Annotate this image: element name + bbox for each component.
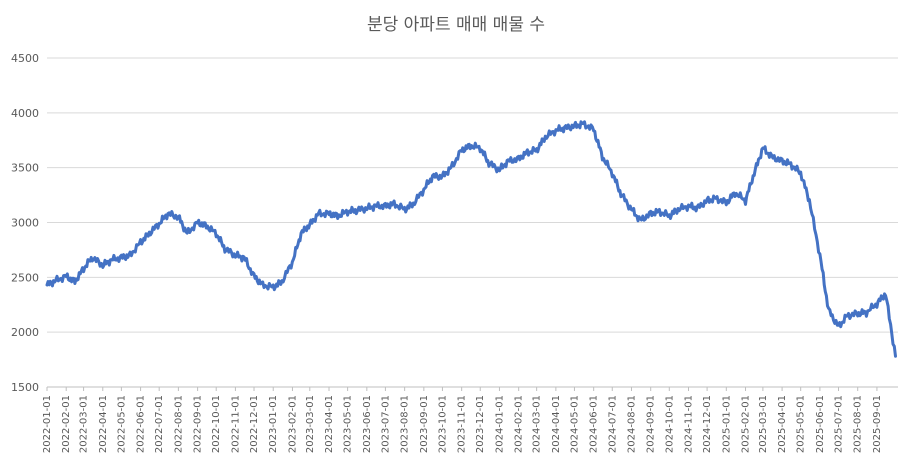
- x-tick-label: 2025-02-01: [741, 395, 752, 453]
- x-tick-label: 2025-03-01: [758, 395, 769, 453]
- x-tick-label: 2023-09-01: [419, 395, 430, 453]
- x-tick-label: 2024-11-01: [684, 395, 695, 453]
- x-tick-label: 2023-05-01: [343, 395, 354, 453]
- x-tick-label: 2022-03-01: [79, 395, 90, 453]
- x-tick-label: 2025-08-01: [853, 395, 864, 453]
- x-tick-label: 2022-07-01: [154, 395, 165, 453]
- x-tick-label: 2025-07-01: [833, 395, 844, 453]
- series-layer: [45, 120, 897, 358]
- x-tick-label: 2022-02-01: [61, 395, 72, 453]
- x-tick-label: 2024-10-01: [664, 395, 675, 453]
- x-tick-label: 2022-12-01: [249, 395, 260, 453]
- x-tick-label: 2023-01-01: [268, 395, 279, 453]
- x-tick-label: 2022-08-01: [173, 395, 184, 453]
- y-tick-label: 3000: [11, 217, 39, 230]
- x-tick-label: 2022-04-01: [98, 395, 109, 453]
- x-tick-label: 2023-12-01: [475, 395, 486, 453]
- y-tick-label: 1500: [11, 381, 39, 394]
- y-tick-label: 4000: [11, 107, 39, 120]
- x-tick-label: 2022-11-01: [230, 395, 241, 453]
- x-tick-label: 2024-12-01: [702, 395, 713, 453]
- x-tick-label: 2025-06-01: [815, 395, 826, 453]
- x-tick-label: 2024-03-01: [532, 395, 543, 453]
- x-tick-label: 2024-04-01: [551, 395, 562, 453]
- x-tick-label: 2023-11-01: [457, 395, 468, 453]
- y-tick-label: 2000: [11, 326, 39, 339]
- y-tick-label: 2500: [11, 271, 39, 284]
- x-tick-label: 2024-05-01: [569, 395, 580, 453]
- chart-title: 분당 아파트 매매 매물 수: [367, 15, 545, 35]
- x-tick-label: 2025-09-01: [872, 395, 883, 453]
- x-tick-label: 2022-09-01: [193, 395, 204, 453]
- x-tick-label: 2024-06-01: [589, 395, 600, 453]
- x-tick-label: 2025-05-01: [796, 395, 807, 453]
- gridlines: [47, 57, 898, 388]
- x-tick-label: 2024-08-01: [626, 395, 637, 453]
- x-tick-label: 2022-05-01: [116, 395, 127, 453]
- x-tick-label: 2023-03-01: [305, 395, 316, 453]
- x-axis-ticks: 2022-01-01 2022-02-01 2022-03-01 2022-04-01…: [42, 387, 883, 453]
- x-tick-label: 2023-02-01: [287, 395, 298, 453]
- x-tick-label: 2024-01-01: [494, 395, 505, 453]
- x-tick-label: 2023-04-01: [324, 395, 335, 453]
- x-tick-label: 2025-04-01: [777, 395, 788, 453]
- x-tick-label: 2024-07-01: [607, 395, 618, 453]
- x-tick-label: 2023-06-01: [362, 395, 373, 453]
- x-tick-label: 2024-09-01: [646, 395, 657, 453]
- series-line: [45, 120, 897, 358]
- x-tick-label: 2022-01-01: [42, 395, 53, 453]
- y-tick-label: 3500: [11, 162, 39, 175]
- x-tick-label: 2024-02-01: [514, 395, 525, 453]
- x-tick-label: 2022-10-01: [211, 395, 222, 453]
- x-tick-label: 2022-06-01: [136, 395, 147, 453]
- x-tick-label: 2025-01-01: [721, 395, 732, 453]
- x-tick-label: 2023-08-01: [400, 395, 411, 453]
- y-tick-label: 4500: [11, 52, 39, 65]
- y-axis-ticks: 1500 2000 2500 3000 3500 4000 4500: [11, 52, 39, 394]
- x-tick-label: 2023-10-01: [437, 395, 448, 453]
- x-tick-label: 2023-07-01: [380, 395, 391, 453]
